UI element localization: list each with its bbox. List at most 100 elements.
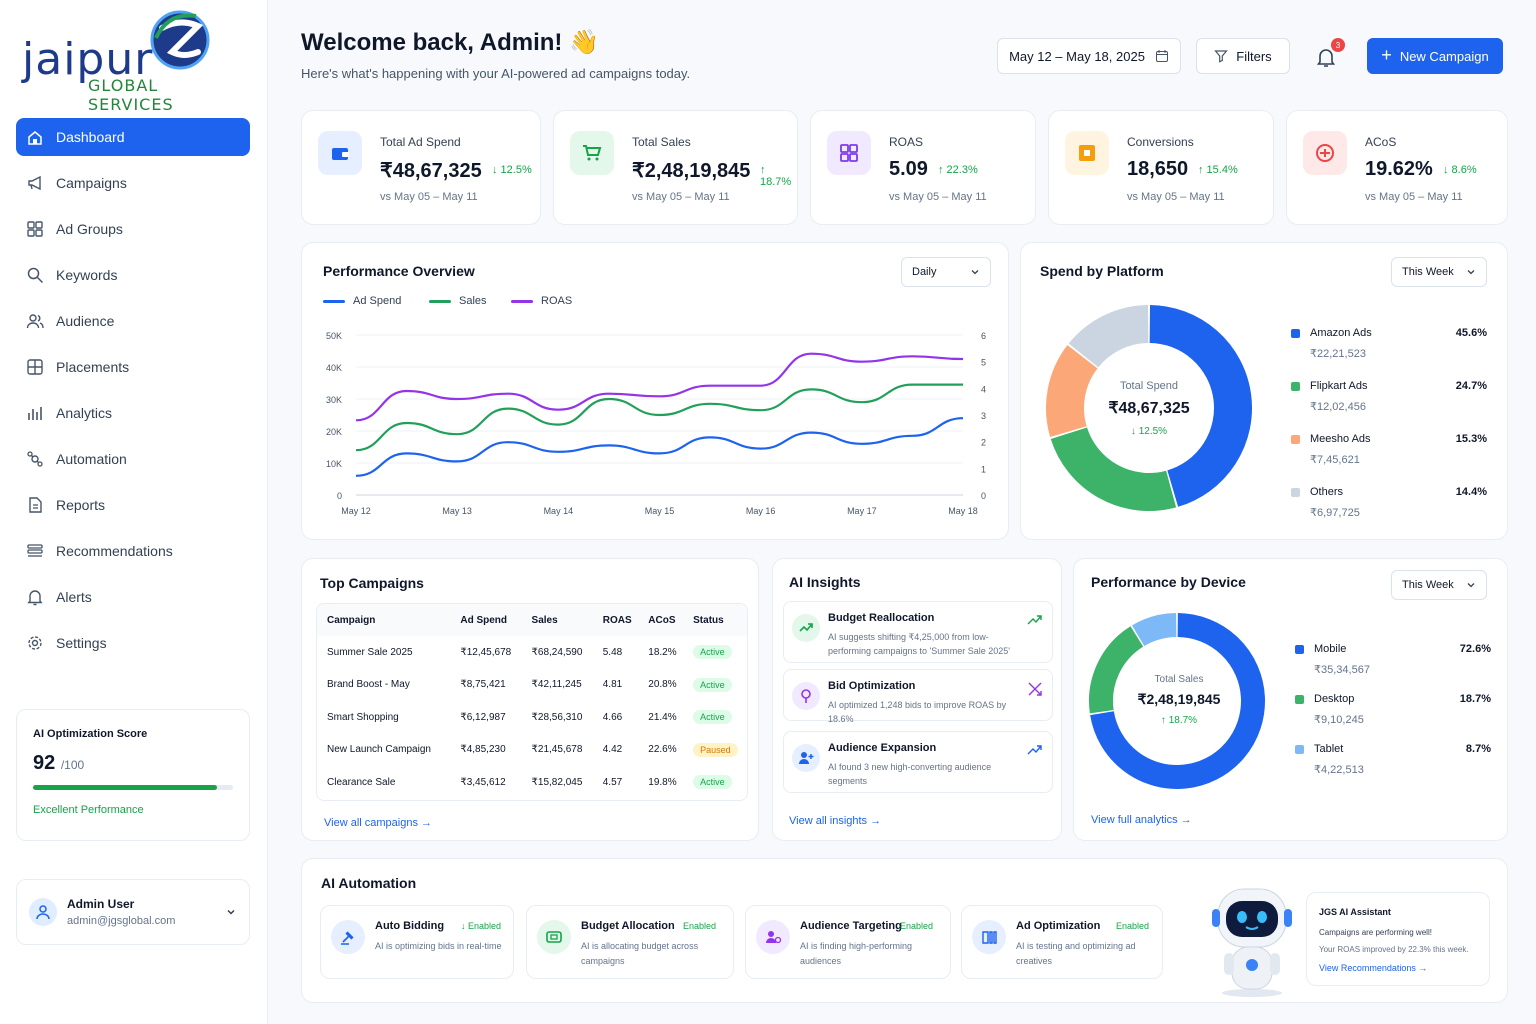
- automation-item[interactable]: Budget Allocation Enabled AI is allocating…: [526, 905, 734, 979]
- table-row[interactable]: Smart Shopping ₹6,12,987 ₹28,56,310 4.66 21.…: [317, 701, 747, 734]
- column-header[interactable]: Campaign: [317, 604, 451, 636]
- column-header[interactable]: ACoS: [638, 604, 684, 636]
- table-cell: 20.8%: [648, 679, 677, 691]
- notifications-button[interactable]: 3: [1312, 38, 1345, 70]
- column-header[interactable]: ROAS: [592, 604, 639, 636]
- insight-item[interactable]: Bid Optimization AI optimized 1,248 bids …: [783, 669, 1053, 724]
- home-icon: [26, 128, 44, 146]
- device-amount: ₹35,34,567: [1314, 664, 1370, 676]
- period-dropdown[interactable]: Daily: [901, 257, 991, 287]
- platform-name: Others: [1310, 486, 1344, 498]
- platform-pct: 24.7%: [1455, 380, 1487, 392]
- table-row[interactable]: Brand Boost - May ₹8,75,421 ₹42,11,245 4.81…: [317, 669, 747, 702]
- device-name: Desktop: [1314, 693, 1355, 705]
- period-label: Daily: [912, 266, 937, 278]
- column-header[interactable]: Status: [683, 604, 747, 636]
- date-range-picker[interactable]: May 12 – May 18, 2025: [997, 38, 1181, 74]
- sidebar-item-recommendations[interactable]: Recommendations: [16, 532, 250, 570]
- sidebar-item-label: Analytics: [56, 405, 113, 421]
- user-icon: [36, 905, 50, 920]
- sidebar-item-dashboard[interactable]: Dashboard: [16, 118, 250, 156]
- table-cell: ₹42,11,245: [531, 679, 582, 691]
- sidebar-item-label: Keywords: [56, 267, 118, 283]
- automation-item[interactable]: Ad Optimization Enabled AI is testing and …: [961, 905, 1163, 979]
- device-period-dropdown[interactable]: This Week: [1391, 570, 1487, 600]
- column-header[interactable]: Sales: [521, 604, 593, 636]
- donut-slice-tablet: [1132, 613, 1177, 647]
- donut-slice-mobile: [1090, 613, 1265, 789]
- automation-icon: [26, 450, 44, 468]
- kpi-comparison: vs May 05 – May 11: [632, 191, 730, 203]
- device-center-value: ₹2,48,19,845: [1137, 691, 1221, 707]
- x-tick: May 13: [442, 506, 472, 516]
- filter-icon: [1214, 50, 1229, 63]
- donut-slice-flipkart-ads: [1050, 426, 1177, 511]
- ai-insights-card: AI Insights Budget Reallocation AI sugges…: [772, 558, 1062, 841]
- sidebar-item-analytics[interactable]: Analytics: [16, 394, 250, 432]
- sidebar-item-campaigns[interactable]: Campaigns: [16, 164, 250, 202]
- x-tick: May 18: [948, 506, 978, 516]
- user-menu[interactable]: Admin User admin@jgsglobal.com: [16, 879, 250, 945]
- table-row[interactable]: Clearance Sale ₹3,45,612 ₹15,82,045 4.57 19.…: [317, 766, 747, 799]
- x-tick: May 12: [341, 506, 371, 516]
- y-tick-left: 30K: [326, 395, 342, 405]
- top-campaigns-card: Top Campaigns Campaign Ad Spend Sales ROAS A…: [301, 558, 759, 841]
- sidebar-item-audience[interactable]: Audience: [16, 302, 250, 340]
- status-badge: Paused: [693, 742, 738, 757]
- calendar-icon: [1155, 50, 1168, 62]
- sidebar-item-reports[interactable]: Reports: [16, 486, 250, 524]
- table-row[interactable]: New Launch Campaign ₹4,85,230 ₹21,45,678 4.…: [317, 734, 747, 767]
- insight-action-icon[interactable]: [1026, 680, 1044, 703]
- logo-subtext: GLOBAL SERVICES: [88, 76, 174, 114]
- insight-item[interactable]: Audience Expansion AI found 3 new high-co…: [783, 731, 1053, 793]
- status-badge: Active: [693, 677, 732, 692]
- platform-amount: ₹12,02,456: [1310, 401, 1366, 413]
- table-cell: 4.66: [602, 711, 623, 723]
- column-header[interactable]: Ad Spend: [450, 604, 522, 636]
- sidebar-item-keywords[interactable]: Keywords: [16, 256, 250, 294]
- automation-description: AI is finding high-performing audiences: [800, 941, 913, 966]
- kpi-card-acos: ACoS 19.62% ↓ 8.6% vs May 05 – May 11: [1286, 110, 1508, 225]
- sidebar-item-automation[interactable]: Automation: [16, 440, 250, 478]
- sidebar-item-ad-groups[interactable]: Ad Groups: [16, 210, 250, 248]
- platform-amount: ₹7,45,621: [1310, 454, 1360, 466]
- kpi-label: Conversions: [1127, 135, 1194, 149]
- view-recommendations-link[interactable]: View Recommendations →: [1319, 963, 1428, 973]
- chevron-down-icon[interactable]: [225, 906, 237, 918]
- view-all-insights-link[interactable]: View all insights →: [789, 815, 882, 827]
- insight-description: AI suggests shifting ₹4,25,000 from low-…: [828, 632, 1011, 656]
- kpi-comparison: vs May 05 – May 11: [889, 191, 987, 203]
- automation-description: AI is allocating budget across campaigns: [581, 941, 699, 966]
- brand-logo[interactable]: jaipur GLOBAL SERVICES: [20, 4, 240, 114]
- view-all-campaigns-link[interactable]: View all campaigns →: [324, 817, 433, 829]
- sidebar-nav: Dashboard Campaigns Ad Groups Keywords Audie…: [16, 118, 250, 670]
- device-legend-item: Mobile 72.6% ₹35,34,567: [1295, 643, 1491, 676]
- conversions-icon: [1065, 131, 1109, 175]
- automation-title: Audience Targeting: [800, 920, 902, 932]
- legend-sales: Sales: [429, 295, 487, 307]
- table-row[interactable]: Summer Sale 2025 ₹12,45,678 ₹68,24,590 5.48…: [317, 636, 747, 669]
- wallet-icon: [537, 920, 571, 954]
- campaigns-table: Campaign Ad Spend Sales ROAS ACoS Status Summ…: [316, 603, 748, 801]
- view-full-analytics-link[interactable]: View full analytics →: [1091, 814, 1192, 826]
- sidebar-item-label: Recommendations: [56, 543, 173, 559]
- filters-button[interactable]: Filters: [1196, 38, 1290, 74]
- sidebar-item-label: Settings: [56, 635, 107, 651]
- sidebar-item-settings[interactable]: Settings: [16, 624, 250, 662]
- automation-item[interactable]: Auto Bidding ↓ Enabled AI is optimizing bi…: [320, 905, 514, 979]
- insight-item[interactable]: Budget Reallocation AI suggests shifting …: [783, 601, 1053, 663]
- new-campaign-button[interactable]: + New Campaign: [1367, 38, 1503, 74]
- sidebar-item-placements[interactable]: Placements: [16, 348, 250, 386]
- spend-period-dropdown[interactable]: This Week: [1391, 257, 1487, 287]
- platform-name: Meesho Ads: [1310, 433, 1371, 445]
- kpi-change: ↑ 15.4%: [1198, 164, 1238, 176]
- automation-status: Enabled: [683, 921, 717, 931]
- insight-action-icon[interactable]: [1026, 742, 1044, 765]
- kpi-comparison: vs May 05 – May 11: [1127, 191, 1225, 203]
- donut-slice-desktop: [1089, 626, 1144, 714]
- sidebar-item-alerts[interactable]: Alerts: [16, 578, 250, 616]
- automation-item[interactable]: Audience Targeting Enabled AI is finding h…: [745, 905, 951, 979]
- insight-action-icon[interactable]: [1026, 612, 1044, 635]
- y-tick-left: 40K: [326, 363, 342, 373]
- y-tick-right: 6: [981, 331, 986, 341]
